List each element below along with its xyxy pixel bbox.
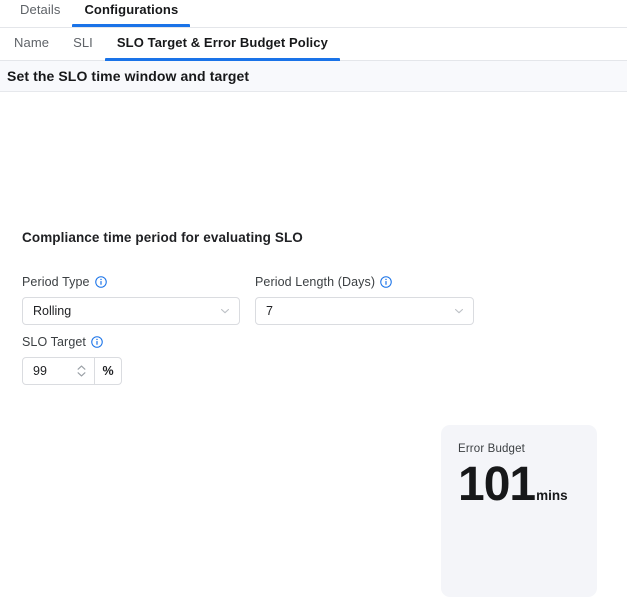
tab-sli[interactable]: SLI — [61, 28, 105, 61]
period-type-label-row: Period Type — [22, 275, 240, 289]
error-budget-value-row: 101 mins — [458, 459, 597, 511]
tab-configurations-label: Configurations — [84, 2, 179, 17]
period-type-label: Period Type — [22, 275, 90, 289]
section-header-band: Set the SLO time window and target — [0, 61, 627, 92]
section-title: Set the SLO time window and target — [7, 68, 250, 84]
slo-target-value: 99 — [33, 364, 47, 378]
period-length-label: Period Length (Days) — [255, 275, 376, 289]
period-length-label-row: Period Length (Days) — [255, 275, 474, 289]
slo-target-unit: % — [102, 364, 114, 378]
tab-details[interactable]: Details — [8, 0, 72, 27]
tab-sli-label: SLI — [73, 35, 93, 50]
spinner-updown-icon[interactable] — [75, 363, 88, 379]
period-length-value: 7 — [266, 304, 273, 318]
secondary-tab-bar: Name SLI SLO Target & Error Budget Polic… — [0, 28, 627, 61]
primary-tab-bar: Details Configurations — [0, 0, 627, 28]
field-period-type: Period Type Rolling — [22, 275, 240, 325]
error-budget-unit: mins — [536, 488, 568, 503]
slo-target-label-row: SLO Target — [22, 335, 122, 349]
info-circle-icon[interactable] — [91, 336, 103, 348]
field-period-length: Period Length (Days) 7 — [255, 275, 474, 325]
tab-name[interactable]: Name — [2, 28, 61, 61]
error-budget-label: Error Budget — [458, 443, 525, 455]
error-budget-value: 101 — [458, 458, 536, 511]
field-slo-target: SLO Target 99 % — [22, 335, 122, 385]
tab-name-label: Name — [14, 35, 50, 50]
error-budget-card: Error Budget 101 mins — [441, 425, 597, 597]
period-length-select[interactable]: 7 — [255, 297, 474, 325]
period-type-value: Rolling — [33, 304, 72, 318]
form-panel: Compliance time period for evaluating SL… — [0, 92, 627, 597]
info-circle-icon[interactable] — [380, 276, 392, 288]
chevron-down-icon — [453, 305, 465, 317]
slo-target-label: SLO Target — [22, 335, 87, 349]
chevron-down-icon — [219, 305, 231, 317]
info-circle-icon[interactable] — [94, 276, 107, 288]
slo-target-input[interactable]: 99 % — [22, 357, 122, 385]
section-subtitle: Compliance time period for evaluating SL… — [22, 230, 303, 245]
input-divider — [94, 358, 95, 384]
tab-slo-target-label: SLO Target & Error Budget Policy — [116, 35, 328, 50]
tab-slo-target-error-budget-policy[interactable]: SLO Target & Error Budget Policy — [104, 28, 340, 61]
period-type-select[interactable]: Rolling — [22, 297, 240, 325]
tab-configurations[interactable]: Configurations — [72, 0, 191, 27]
tab-details-label: Details — [20, 2, 61, 17]
